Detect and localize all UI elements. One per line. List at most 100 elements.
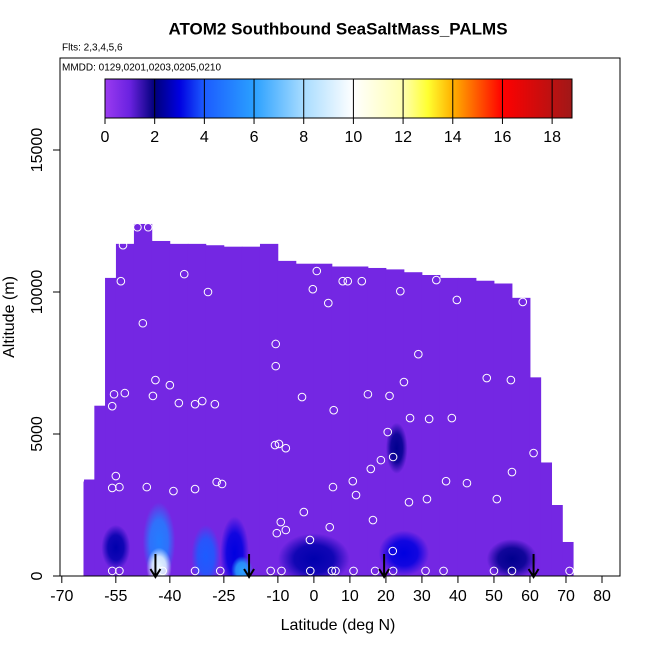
- field-column: [475, 280, 495, 576]
- sample-point: [269, 231, 279, 241]
- sample-point: [492, 494, 502, 504]
- sample-point: [190, 484, 200, 494]
- field-column: [385, 269, 405, 576]
- field-column: [540, 462, 553, 576]
- sample-point: [179, 269, 189, 279]
- sample-point: [366, 464, 376, 474]
- sample-point: [281, 525, 291, 535]
- hotspot: [385, 422, 408, 474]
- chart-title: ATOM2 Southbound SeaSaltMass_PALMS: [168, 19, 507, 38]
- field-column: [205, 245, 225, 577]
- sample-point: [328, 482, 338, 492]
- colorbar: [104, 78, 573, 119]
- sample-point: [506, 375, 516, 385]
- sample-point: [190, 566, 200, 576]
- sample-point: [363, 389, 373, 399]
- x-tick-label: -70: [50, 588, 73, 605]
- sample-point: [210, 399, 220, 409]
- colorbar-tick-label: 8: [299, 129, 308, 146]
- x-tick-label: 20: [377, 588, 395, 605]
- y-tick-label: 0: [29, 571, 46, 580]
- field-column: [421, 274, 441, 576]
- colorbar-tick-label: 14: [444, 129, 462, 146]
- sample-point: [489, 566, 499, 576]
- hotspot: [378, 530, 430, 576]
- sample-point: [447, 413, 457, 423]
- sample-point: [343, 276, 353, 286]
- sample-point: [349, 566, 358, 576]
- x-tick-label: -40: [158, 588, 181, 605]
- sample-point: [462, 478, 472, 488]
- sample-point: [414, 349, 423, 359]
- sample-point: [120, 388, 130, 398]
- sample-point: [271, 361, 281, 371]
- sample-point: [404, 497, 414, 507]
- x-tick-label: -25: [212, 588, 235, 605]
- field-column: [511, 297, 531, 576]
- sample-point: [421, 566, 430, 576]
- sample-point: [368, 515, 378, 525]
- x-tick-label: 0: [309, 588, 318, 605]
- sample-point: [351, 490, 361, 500]
- colorbar-tick-label: 18: [543, 129, 561, 146]
- hotspot: [220, 516, 250, 577]
- hotspot: [231, 556, 253, 577]
- field-column: [403, 272, 423, 576]
- annotation: MMDD: 0129,0201,0203,0205,0210: [62, 63, 221, 74]
- sample-point: [297, 392, 307, 402]
- sample-point: [190, 399, 200, 409]
- sample-point: [439, 566, 448, 576]
- field-column: [187, 243, 207, 576]
- field-column: [562, 541, 574, 576]
- sample-point: [107, 401, 117, 411]
- sample-point: [388, 566, 398, 576]
- sample-point: [197, 396, 207, 406]
- y-tick-label: 15000: [29, 128, 46, 173]
- sample-point: [271, 339, 281, 349]
- sample-point: [148, 391, 158, 401]
- sample-point: [107, 483, 117, 493]
- sample-point: [529, 448, 538, 458]
- field-column: [133, 223, 153, 576]
- sample-point: [75, 475, 85, 485]
- field-column: [277, 260, 297, 576]
- sample-point: [331, 566, 340, 576]
- plot-frame: [59, 57, 621, 577]
- sample-point: [215, 566, 225, 576]
- colorbar-tick-label: 10: [345, 129, 363, 146]
- sample-point: [151, 375, 160, 385]
- sample-point: [109, 389, 119, 399]
- sample-point: [308, 284, 318, 294]
- field-column: [115, 243, 135, 576]
- x-tick-label: 60: [521, 588, 539, 605]
- field-column: [349, 266, 369, 576]
- overlay: [75, 222, 574, 579]
- field-column: [529, 377, 542, 576]
- field-column: [223, 246, 243, 576]
- sample-point: [299, 507, 309, 517]
- colorbar-tick-label: 16: [494, 129, 512, 146]
- arrow: [378, 554, 390, 579]
- sample-point: [376, 455, 386, 465]
- field-column: [331, 266, 351, 576]
- field: [83, 223, 574, 577]
- colorbar-tick-label: 4: [200, 129, 209, 146]
- sample-point: [388, 452, 398, 462]
- colorbar-tick-label: 2: [150, 129, 159, 146]
- sample-point: [338, 276, 348, 286]
- field-column: [457, 277, 477, 576]
- sample-point: [138, 318, 148, 328]
- sample-point: [452, 295, 462, 305]
- sample-point: [165, 380, 175, 390]
- x-tick-label: 70: [557, 588, 575, 605]
- x-tick-label: 10: [341, 588, 359, 605]
- x-tick-label: -10: [266, 588, 289, 605]
- sample-point: [507, 467, 517, 477]
- sample-point: [133, 222, 142, 232]
- sample-point: [432, 275, 441, 285]
- arrow: [243, 554, 255, 579]
- field-column: [105, 277, 117, 576]
- sample-point: [270, 440, 280, 450]
- field-column: [551, 505, 563, 576]
- sample-point: [424, 414, 434, 424]
